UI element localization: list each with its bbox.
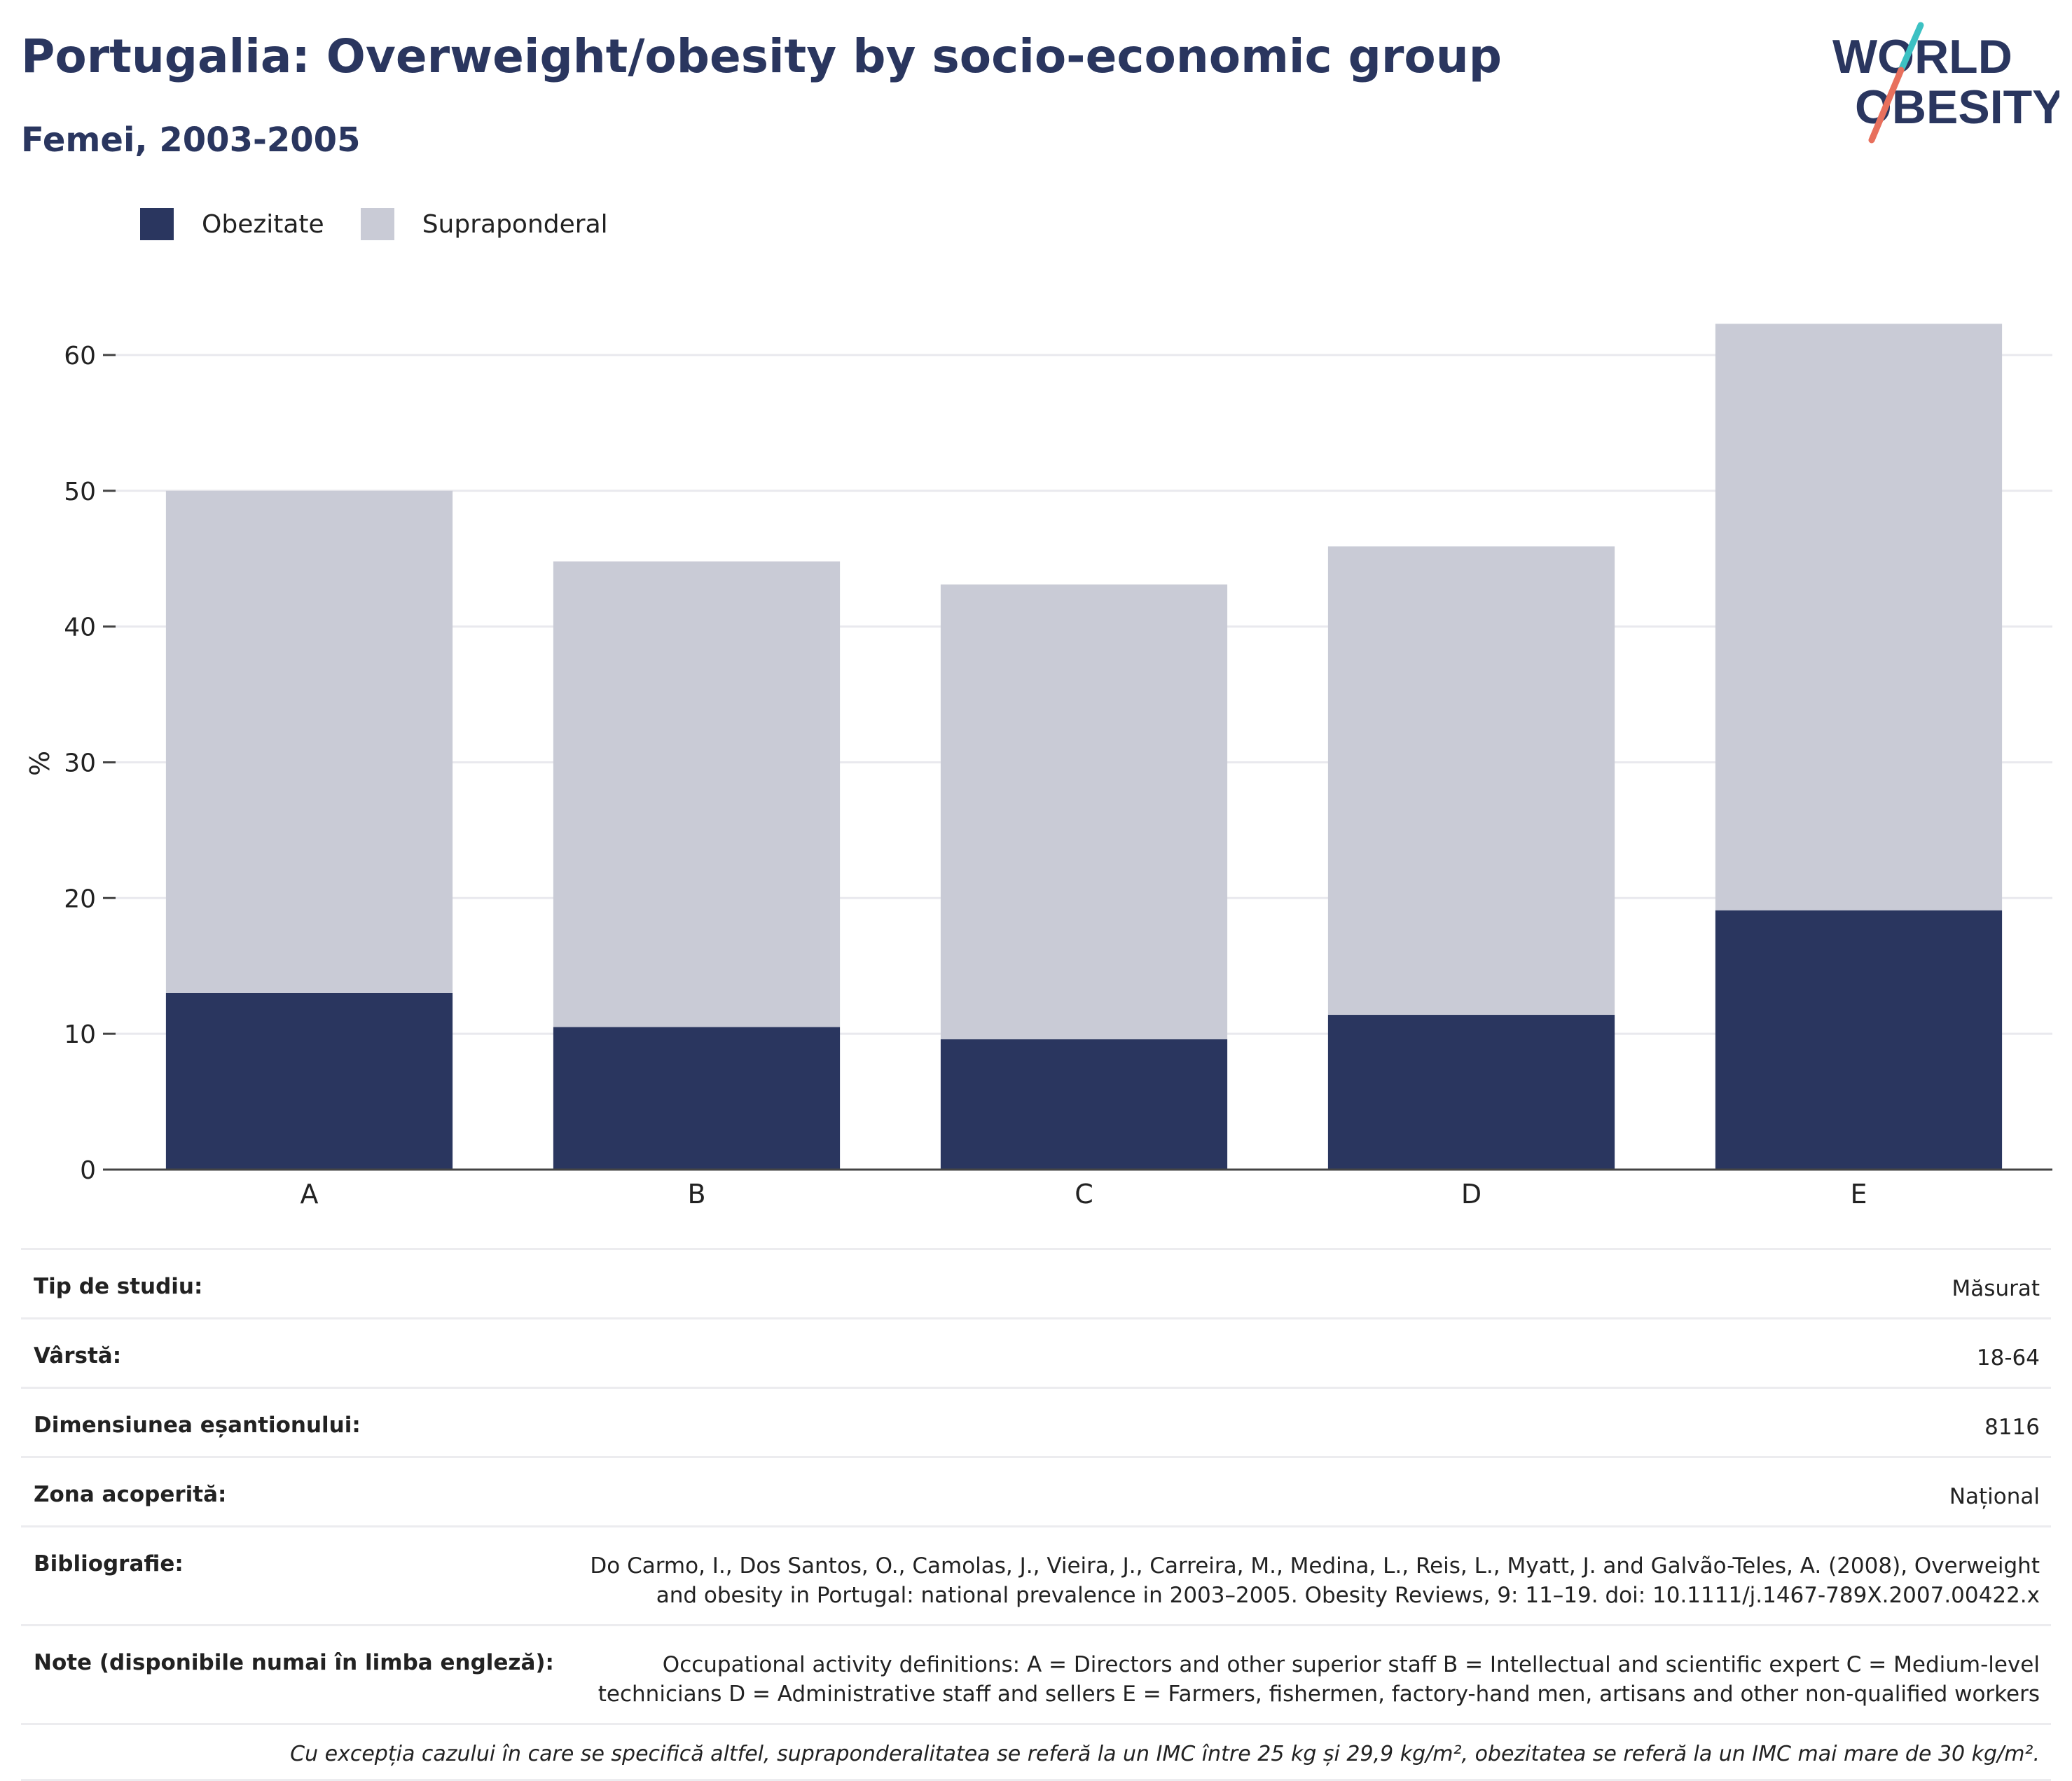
info-label: Bibliografie: xyxy=(21,1525,573,1626)
x-tick-label: C xyxy=(1075,1179,1093,1210)
info-value: Național xyxy=(573,1456,2051,1527)
info-footnote-row: Cu excepția cazului în care se specifică… xyxy=(21,1723,2051,1781)
bar-supraponderal-c[interactable] xyxy=(940,584,1228,1039)
legend-swatch-obezitate xyxy=(140,208,174,240)
y-tick-label: 10 xyxy=(64,1020,96,1049)
info-value: Do Carmo, I., Dos Santos, O., Camolas, J… xyxy=(573,1525,2051,1626)
stacked-bar-chart: 0 10 20 30 40 50 60 A B C D E % xyxy=(25,324,2052,1210)
bar-obezitate-d[interactable] xyxy=(1327,1015,1615,1170)
info-label: Zona acoperită: xyxy=(21,1456,573,1527)
x-tick-label: D xyxy=(1461,1179,1482,1210)
page-title: Portugalia: Overweight/obesity by socio-… xyxy=(21,29,1502,83)
bar-obezitate-c[interactable] xyxy=(940,1039,1228,1170)
logo-line1: WORLD xyxy=(1832,30,2012,83)
page-subtitle: Femei, 2003-2005 xyxy=(21,120,361,160)
y-tick-label: 40 xyxy=(64,614,96,642)
info-row-study-type: Tip de studiu: Măsurat xyxy=(21,1248,2051,1319)
info-label: Tip de studiu: xyxy=(21,1248,573,1319)
legend-item-obezitate[interactable]: Obezitate xyxy=(140,208,324,240)
bar-obezitate-b[interactable] xyxy=(553,1027,841,1170)
bar-supraponderal-a[interactable] xyxy=(165,490,453,993)
info-row-age: Vârstă: 18-64 xyxy=(21,1317,2051,1388)
bars xyxy=(165,324,2003,1170)
info-row-bibliography: Bibliografie: Do Carmo, I., Dos Santos, O… xyxy=(21,1525,2051,1626)
axes: 0 10 20 30 40 50 60 A B C D E xyxy=(64,342,2052,1210)
info-value: 18-64 xyxy=(573,1317,2051,1388)
y-tick-label: 20 xyxy=(64,885,96,913)
legend-swatch-supraponderal xyxy=(360,208,394,240)
y-axis-label: % xyxy=(25,751,55,776)
bar-supraponderal-d[interactable] xyxy=(1327,546,1615,1016)
logo-slash-bottom xyxy=(1868,67,1905,144)
x-tick-label: E xyxy=(1850,1179,1867,1210)
info-row-notes: Note (disponibile numai în limba engleză… xyxy=(21,1624,2051,1724)
footnote: Cu excepția cazului în care se specifică… xyxy=(21,1723,2051,1781)
info-label: Note (disponibile numai în limba engleză… xyxy=(21,1624,573,1724)
chart-legend: Obezitate Supraponderal xyxy=(140,208,644,240)
info-value: Occupational activity definitions: A = D… xyxy=(573,1624,2051,1724)
bar-obezitate-a[interactable] xyxy=(165,993,453,1170)
x-tick-label: A xyxy=(301,1179,319,1210)
x-tick-label: B xyxy=(687,1179,705,1210)
bar-obezitate-e[interactable] xyxy=(1715,910,2003,1170)
study-info-table: Tip de studiu: Măsurat Vârstă: 18-64 Dimensi… xyxy=(21,1248,2051,1781)
logo-line2: OBESITY xyxy=(1855,81,2059,134)
y-tick-label: 60 xyxy=(64,342,96,370)
legend-label-supraponderal: Supraponderal xyxy=(422,209,608,239)
info-label: Dimensiunea eșantionului: xyxy=(21,1387,573,1457)
world-obesity-logo: WORLD OBESITY xyxy=(1832,22,2059,144)
y-tick-label: 50 xyxy=(64,478,96,506)
y-tick-label: 30 xyxy=(64,749,96,777)
y-tick-label: 0 xyxy=(80,1156,96,1185)
info-label: Vârstă: xyxy=(21,1317,573,1388)
logo-slash-top xyxy=(1898,22,1924,74)
bar-supraponderal-e[interactable] xyxy=(1715,324,2003,910)
info-row-coverage: Zona acoperită: Național xyxy=(21,1456,2051,1527)
bar-supraponderal-b[interactable] xyxy=(553,561,841,1027)
info-value: 8116 xyxy=(573,1387,2051,1457)
info-row-sample-size: Dimensiunea eșantionului: 8116 xyxy=(21,1387,2051,1457)
info-value: Măsurat xyxy=(573,1248,2051,1319)
legend-label-obezitate: Obezitate xyxy=(202,209,324,239)
legend-item-supraponderal[interactable]: Supraponderal xyxy=(360,208,608,240)
